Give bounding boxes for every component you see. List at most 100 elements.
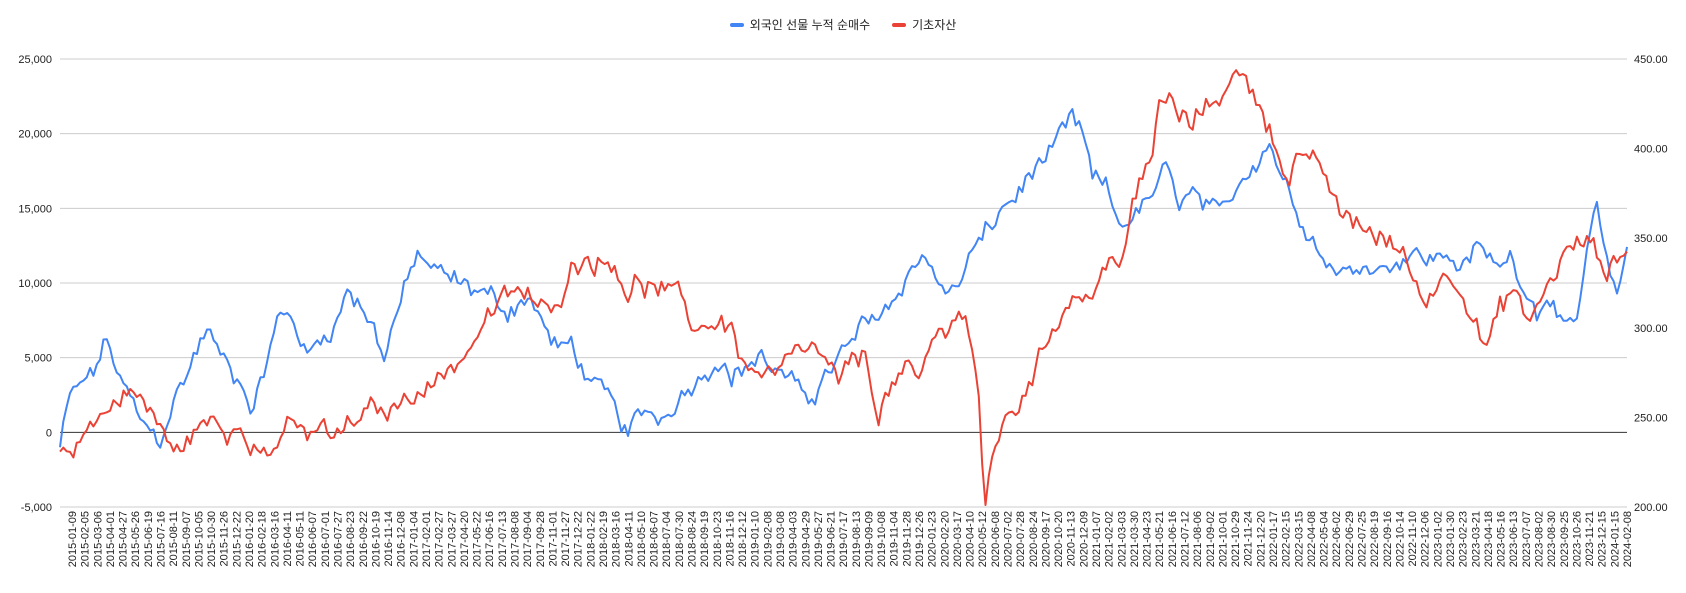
legend-item-series1[interactable]: 외국인 선물 누적 순매수 — [729, 16, 871, 33]
x-tick-label: 2017-04-20 — [459, 511, 471, 567]
x-tick-label: 2018-11-16 — [724, 511, 736, 566]
x-tick-label: 2019-12-26 — [914, 511, 926, 567]
x-tick-label: 2016-01-20 — [244, 511, 256, 567]
x-tick-label: 2017-02-27 — [434, 511, 446, 567]
x-tick-label: 2016-11-14 — [383, 511, 395, 566]
x-tick-label: 2018-10-23 — [712, 511, 724, 567]
x-tick-label: 2018-02-19 — [598, 511, 610, 567]
x-tick-label: 2019-07-17 — [838, 511, 850, 567]
x-tick-label: 2021-05-21 — [1154, 511, 1166, 567]
legend-item-series2[interactable]: 기초자산 — [892, 16, 956, 33]
x-tick-label: 2024-02-08 — [1622, 511, 1634, 567]
x-tick-label: 2015-12-22 — [231, 511, 243, 567]
x-tick-label: 2017-07-13 — [497, 511, 509, 567]
y-right-tick-label: 250.00 — [1634, 412, 1668, 424]
x-tick-label: 2015-08-11 — [168, 511, 180, 566]
x-tick-label: 2019-09-09 — [863, 511, 875, 567]
x-tick-label: 2021-01-07 — [1091, 511, 1103, 567]
x-tick-label: 2016-07-27 — [332, 511, 344, 567]
x-tick-label: 2019-03-08 — [775, 511, 787, 567]
x-tick-label: 2018-08-24 — [686, 511, 698, 567]
x-tick-label: 2019-05-27 — [813, 511, 825, 567]
x-tick-label: 2017-11-27 — [560, 511, 572, 566]
x-tick-label: 2020-03-17 — [952, 511, 964, 567]
x-tick-label: 2023-04-18 — [1483, 511, 1495, 567]
y-right-tick-label: 350.00 — [1634, 233, 1668, 245]
x-tick-label: 2018-04-11 — [623, 511, 635, 566]
x-tick-label: 2021-06-16 — [1167, 511, 1179, 567]
x-tick-label: 2021-02-02 — [1104, 511, 1116, 567]
x-tick-label: 2020-07-28 — [1015, 511, 1027, 567]
x-tick-label: 2018-07-30 — [674, 511, 686, 567]
x-tick-label: 2022-11-10 — [1407, 511, 1419, 566]
x-tick-label: 2017-06-16 — [484, 511, 496, 567]
y-left-tick-label: 25,000 — [18, 54, 52, 66]
y-right-tick-label: 300.00 — [1634, 323, 1668, 335]
x-tick-label: 2015-04-27 — [118, 511, 130, 567]
x-tick-label: 2020-11-13 — [1066, 511, 1078, 566]
x-tick-label: 2019-01-10 — [750, 511, 762, 567]
x-tick-label: 2016-03-16 — [269, 511, 281, 567]
x-tick-label: 2023-08-02 — [1534, 511, 1546, 567]
y-left-tick-label: 0 — [46, 427, 52, 439]
x-tick-label: 2021-11-24 — [1243, 511, 1255, 566]
y-left-tick-label: 15,000 — [18, 203, 52, 215]
x-tick-label: 2023-03-21 — [1470, 511, 1482, 567]
x-tick-label: 2019-06-21 — [826, 511, 838, 567]
x-tick-label: 2018-05-10 — [636, 511, 648, 567]
x-tick-label: 2023-05-16 — [1496, 511, 1508, 567]
x-tick-label: 2022-05-04 — [1319, 511, 1331, 567]
x-tick-label: 2021-03-30 — [1129, 511, 1141, 567]
x-tick-label: 2018-03-16 — [611, 511, 623, 567]
x-tick-label: 2016-04-11 — [282, 511, 294, 566]
x-tick-label: 2017-12-22 — [573, 511, 585, 567]
x-tick-label: 2022-10-14 — [1394, 511, 1406, 567]
y-left-tick-label: 5,000 — [24, 353, 52, 365]
y-left-tick-label: 10,000 — [18, 278, 52, 290]
x-tick-label: 2017-03-27 — [446, 511, 458, 567]
x-tick-label: 2020-01-23 — [927, 511, 939, 567]
x-tick-label: 2018-07-04 — [661, 511, 673, 567]
y-right-tick-label: 400.00 — [1634, 144, 1668, 156]
x-tick-label: 2017-11-01 — [547, 511, 559, 566]
x-tick-label: 2021-08-06 — [1192, 511, 1204, 567]
x-tick-label: 2019-10-08 — [876, 511, 888, 567]
x-tick-label: 2021-07-12 — [1180, 511, 1192, 567]
x-tick-label: 2015-10-30 — [206, 511, 218, 567]
x-tick-label: 2019-11-04 — [889, 511, 901, 566]
x-tick-label: 2021-10-01 — [1217, 511, 1229, 567]
x-tick-label: 2023-08-30 — [1546, 511, 1558, 567]
x-tick-label: 2015-02-05 — [80, 511, 92, 567]
y-right-tick-label: 450.00 — [1634, 54, 1668, 66]
series2-line — [59, 69, 1628, 506]
x-tick-label: 2016-02-18 — [257, 511, 269, 567]
x-tick-label: 2021-12-20 — [1255, 511, 1267, 567]
x-tick-label: 2016-06-07 — [307, 511, 319, 567]
x-tick-label: 2018-06-07 — [649, 511, 661, 567]
x-tick-label: 2016-05-11 — [295, 511, 307, 566]
x-tick-label: 2016-08-23 — [345, 511, 357, 567]
y-left-tick-label: -5,000 — [21, 502, 52, 514]
x-tick-label: 2023-01-30 — [1445, 511, 1457, 567]
legend-swatch-series2 — [892, 22, 907, 27]
x-tick-label: 2022-01-17 — [1268, 511, 1280, 567]
x-tick-label: 2018-01-22 — [585, 511, 597, 567]
x-tick-label: 2019-08-13 — [851, 511, 863, 567]
x-tick-label: 2023-11-21 — [1584, 511, 1596, 566]
legend: 외국인 선물 누적 순매수 기초자산 — [0, 16, 1686, 33]
x-tick-label: 2023-06-13 — [1508, 511, 1520, 567]
x-tick-label: 2015-10-05 — [193, 511, 205, 567]
y-right-tick-label: 200.00 — [1634, 502, 1668, 514]
x-tick-label: 2018-09-19 — [699, 511, 711, 567]
x-tick-label: 2016-10-19 — [370, 511, 382, 567]
x-tick-label: 2023-01-02 — [1432, 511, 1444, 567]
legend-label-series1: 외국인 선물 누적 순매수 — [749, 18, 871, 32]
x-tick-label: 2022-06-02 — [1331, 511, 1343, 567]
x-tick-label: 2020-05-12 — [977, 511, 989, 567]
x-tick-label: 2020-06-08 — [990, 511, 1002, 567]
x-tick-label: 2020-09-17 — [1040, 511, 1052, 567]
x-tick-label: 2021-09-02 — [1205, 511, 1217, 567]
x-tick-label: 2016-12-08 — [396, 511, 408, 567]
x-tick-label: 2015-05-26 — [130, 511, 142, 567]
